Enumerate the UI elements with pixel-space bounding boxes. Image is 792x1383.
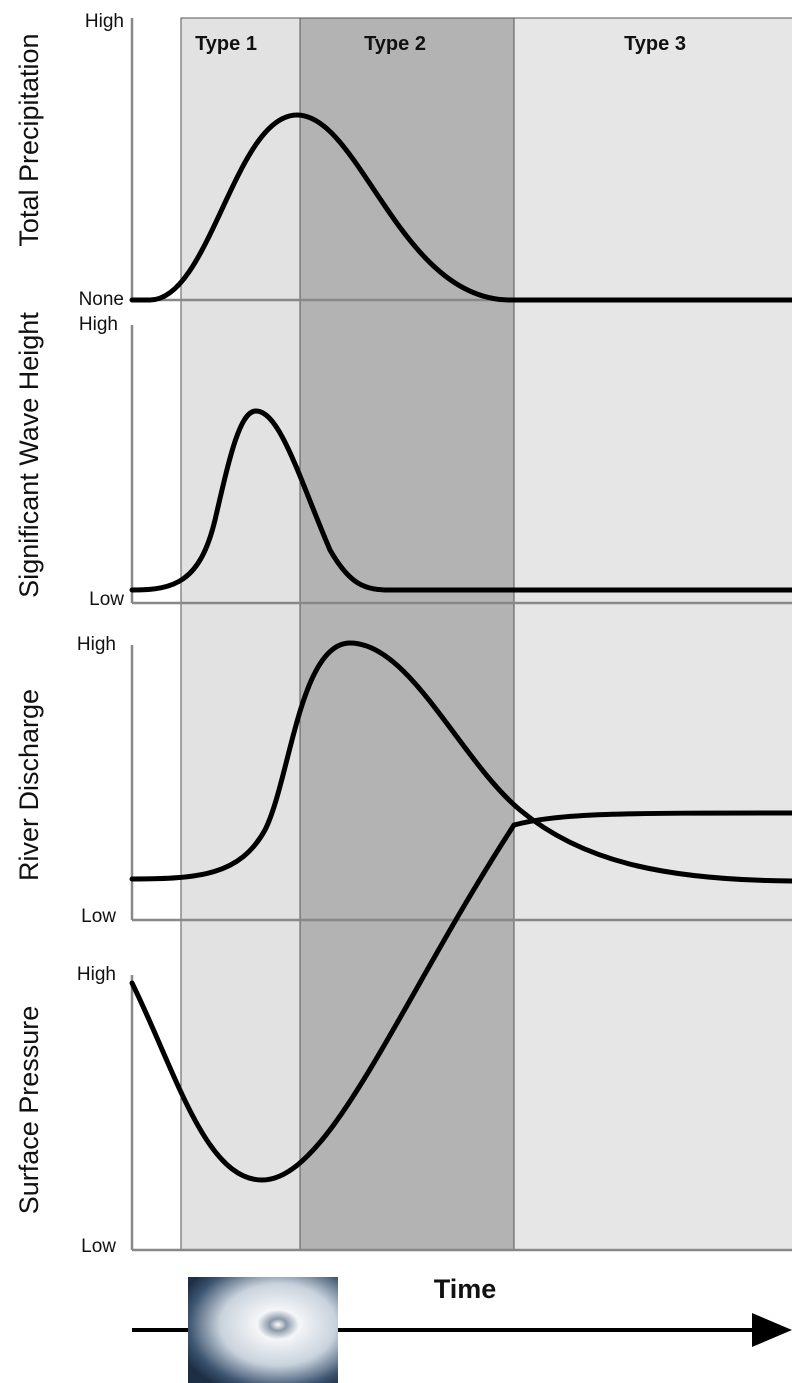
- axis-high: High: [85, 11, 124, 32]
- axis-low: Low: [81, 1236, 116, 1257]
- region-band: [181, 18, 300, 1250]
- axis-high: High: [77, 964, 116, 985]
- axis-high: High: [79, 314, 118, 335]
- region-label: Type 2: [364, 33, 426, 55]
- panel-label: Total Precipitation: [14, 33, 44, 246]
- panel-label: River Discharge: [14, 689, 44, 881]
- arrow-head: [752, 1313, 792, 1347]
- axis-low: Low: [89, 589, 124, 610]
- storm-image: [188, 1277, 338, 1383]
- panel-label: Surface Pressure: [14, 1006, 44, 1215]
- axis-high: High: [77, 634, 116, 655]
- diagram: Type 1 Type 2 Type 3 High None Total Pre…: [0, 0, 792, 1383]
- region-band: [300, 18, 514, 1250]
- time-label: Time: [434, 1274, 497, 1304]
- panel-label: Significant Wave Height: [14, 312, 44, 598]
- axis-low: None: [79, 289, 124, 310]
- region-band: [514, 18, 792, 1250]
- region-label: Type 1: [195, 33, 257, 55]
- axis-low: Low: [81, 906, 116, 927]
- region-label: Type 3: [624, 33, 686, 55]
